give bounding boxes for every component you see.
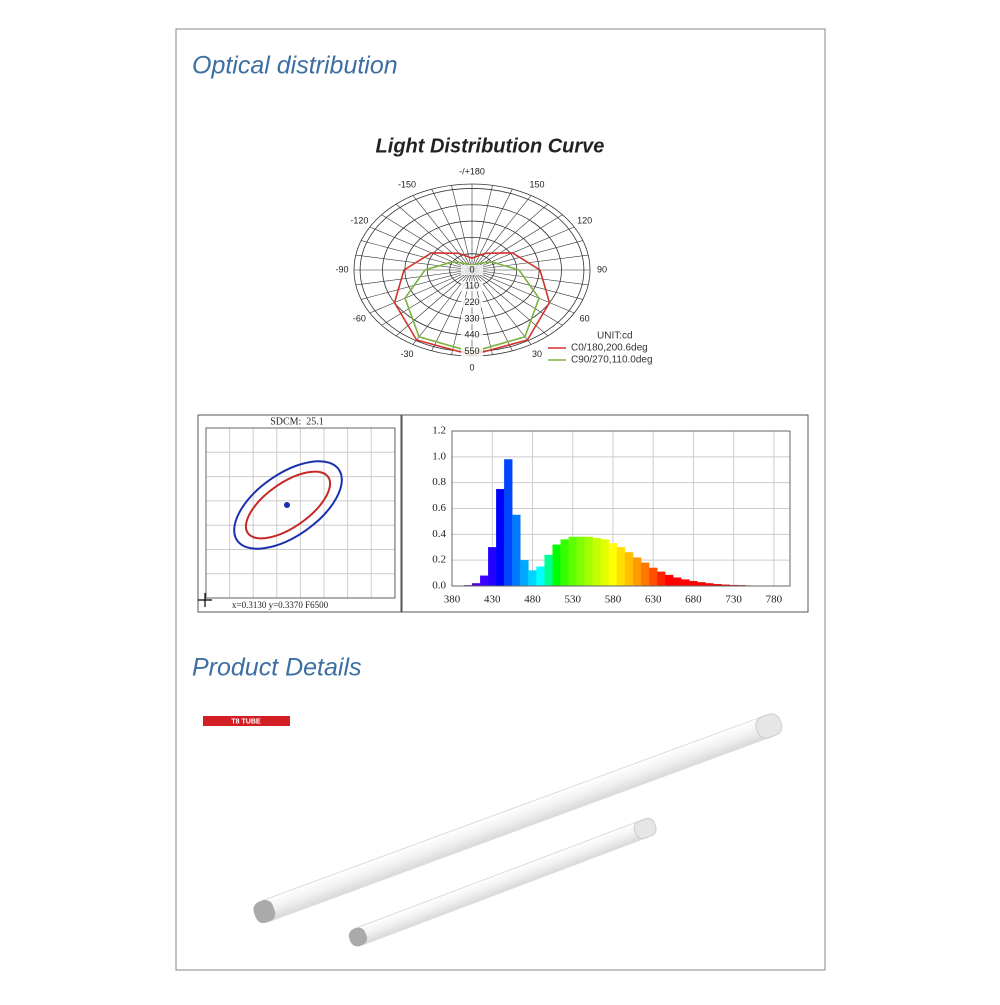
section-heading: Optical distribution bbox=[192, 52, 398, 80]
x-tick-label: 580 bbox=[605, 594, 622, 606]
spectrum-bar bbox=[673, 578, 681, 586]
y-tick-label: 0.4 bbox=[432, 528, 446, 540]
r-tick-label: 440 bbox=[464, 330, 479, 340]
angle-tick-label: -150 bbox=[398, 180, 416, 190]
y-tick-label: 0.6 bbox=[432, 502, 446, 514]
angle-tick-label: 30 bbox=[532, 349, 542, 359]
unit-label: UNIT:cd bbox=[597, 331, 633, 342]
badge-text: T8 TUBE bbox=[231, 718, 261, 725]
spectrum-bar bbox=[569, 537, 577, 586]
spectrum-bar bbox=[593, 538, 601, 586]
spectrum-bar bbox=[577, 537, 585, 586]
x-tick-label: 630 bbox=[645, 594, 662, 606]
y-tick-label: 0.2 bbox=[432, 554, 446, 566]
x-tick-label: 530 bbox=[564, 594, 581, 606]
spectrum-bar bbox=[657, 572, 665, 586]
angle-tick-label: -60 bbox=[353, 313, 366, 323]
spectrum-bar bbox=[480, 576, 488, 586]
r-tick-label: 0 bbox=[469, 264, 474, 274]
legend-label: C0/180,200.6deg bbox=[571, 343, 648, 354]
spectrum-bar bbox=[537, 567, 545, 586]
section-heading: Product Details bbox=[192, 654, 362, 682]
spectrum-bar bbox=[528, 571, 536, 587]
x-tick-label: 430 bbox=[484, 594, 501, 606]
r-tick-label: 220 bbox=[464, 297, 479, 307]
y-tick-label: 1.0 bbox=[432, 450, 446, 462]
spectrum-bar bbox=[625, 552, 633, 586]
spectrum-bar bbox=[609, 543, 617, 586]
coordinates-label: x=0.3130 y=0.3370 F6500 bbox=[232, 600, 329, 610]
sdcm-label: SDCM: 25.1 bbox=[270, 416, 324, 427]
angle-tick-label: 0 bbox=[469, 362, 474, 372]
legend-label: C90/270,110.0deg bbox=[571, 355, 653, 366]
y-tick-label: 0.0 bbox=[432, 580, 446, 592]
angle-tick-label: 60 bbox=[580, 313, 590, 323]
chart-title: Light Distribution Curve bbox=[376, 135, 605, 157]
angle-tick-label: -90 bbox=[335, 264, 348, 274]
spectrum-bar bbox=[488, 547, 496, 586]
spectrum-bar bbox=[496, 489, 504, 586]
spectrum-bar bbox=[697, 582, 705, 586]
spectrum-bar bbox=[520, 560, 528, 586]
spectrum-bar bbox=[561, 540, 569, 587]
spectrum-bar bbox=[665, 575, 673, 586]
x-tick-label: 680 bbox=[685, 594, 702, 606]
spectrum-bar bbox=[649, 568, 657, 586]
x-tick-label: 480 bbox=[524, 594, 541, 606]
r-tick-label: 330 bbox=[464, 313, 479, 323]
spectrum-bar bbox=[633, 558, 641, 586]
angle-tick-label: 120 bbox=[577, 215, 592, 225]
spectrum-bar bbox=[681, 580, 689, 586]
x-tick-label: 380 bbox=[444, 594, 461, 606]
spectrum-bar bbox=[617, 547, 625, 586]
y-tick-label: 0.8 bbox=[432, 476, 446, 488]
spectrum-bar bbox=[585, 537, 593, 586]
spectrum-bar bbox=[641, 563, 649, 586]
r-tick-label: 110 bbox=[465, 281, 479, 291]
spectrum-bar bbox=[553, 545, 561, 586]
angle-tick-label: -30 bbox=[400, 349, 413, 359]
angle-tick-label: -/+180 bbox=[459, 166, 485, 176]
spectrum-bar bbox=[689, 581, 697, 586]
angle-tick-label: -120 bbox=[350, 215, 368, 225]
r-tick-label: 550 bbox=[464, 346, 479, 356]
angle-tick-label: 90 bbox=[597, 264, 607, 274]
spectrum-bar bbox=[504, 459, 512, 586]
y-tick-label: 1.2 bbox=[432, 425, 446, 437]
angle-tick-label: 150 bbox=[529, 180, 544, 190]
x-tick-label: 780 bbox=[766, 594, 783, 606]
spectrum-bar bbox=[512, 515, 520, 586]
chromaticity-point bbox=[284, 502, 290, 508]
spectrum-bar bbox=[545, 555, 553, 586]
sdcm-box bbox=[198, 415, 401, 612]
x-tick-label: 730 bbox=[725, 594, 742, 606]
spectrum-bar bbox=[601, 540, 609, 587]
